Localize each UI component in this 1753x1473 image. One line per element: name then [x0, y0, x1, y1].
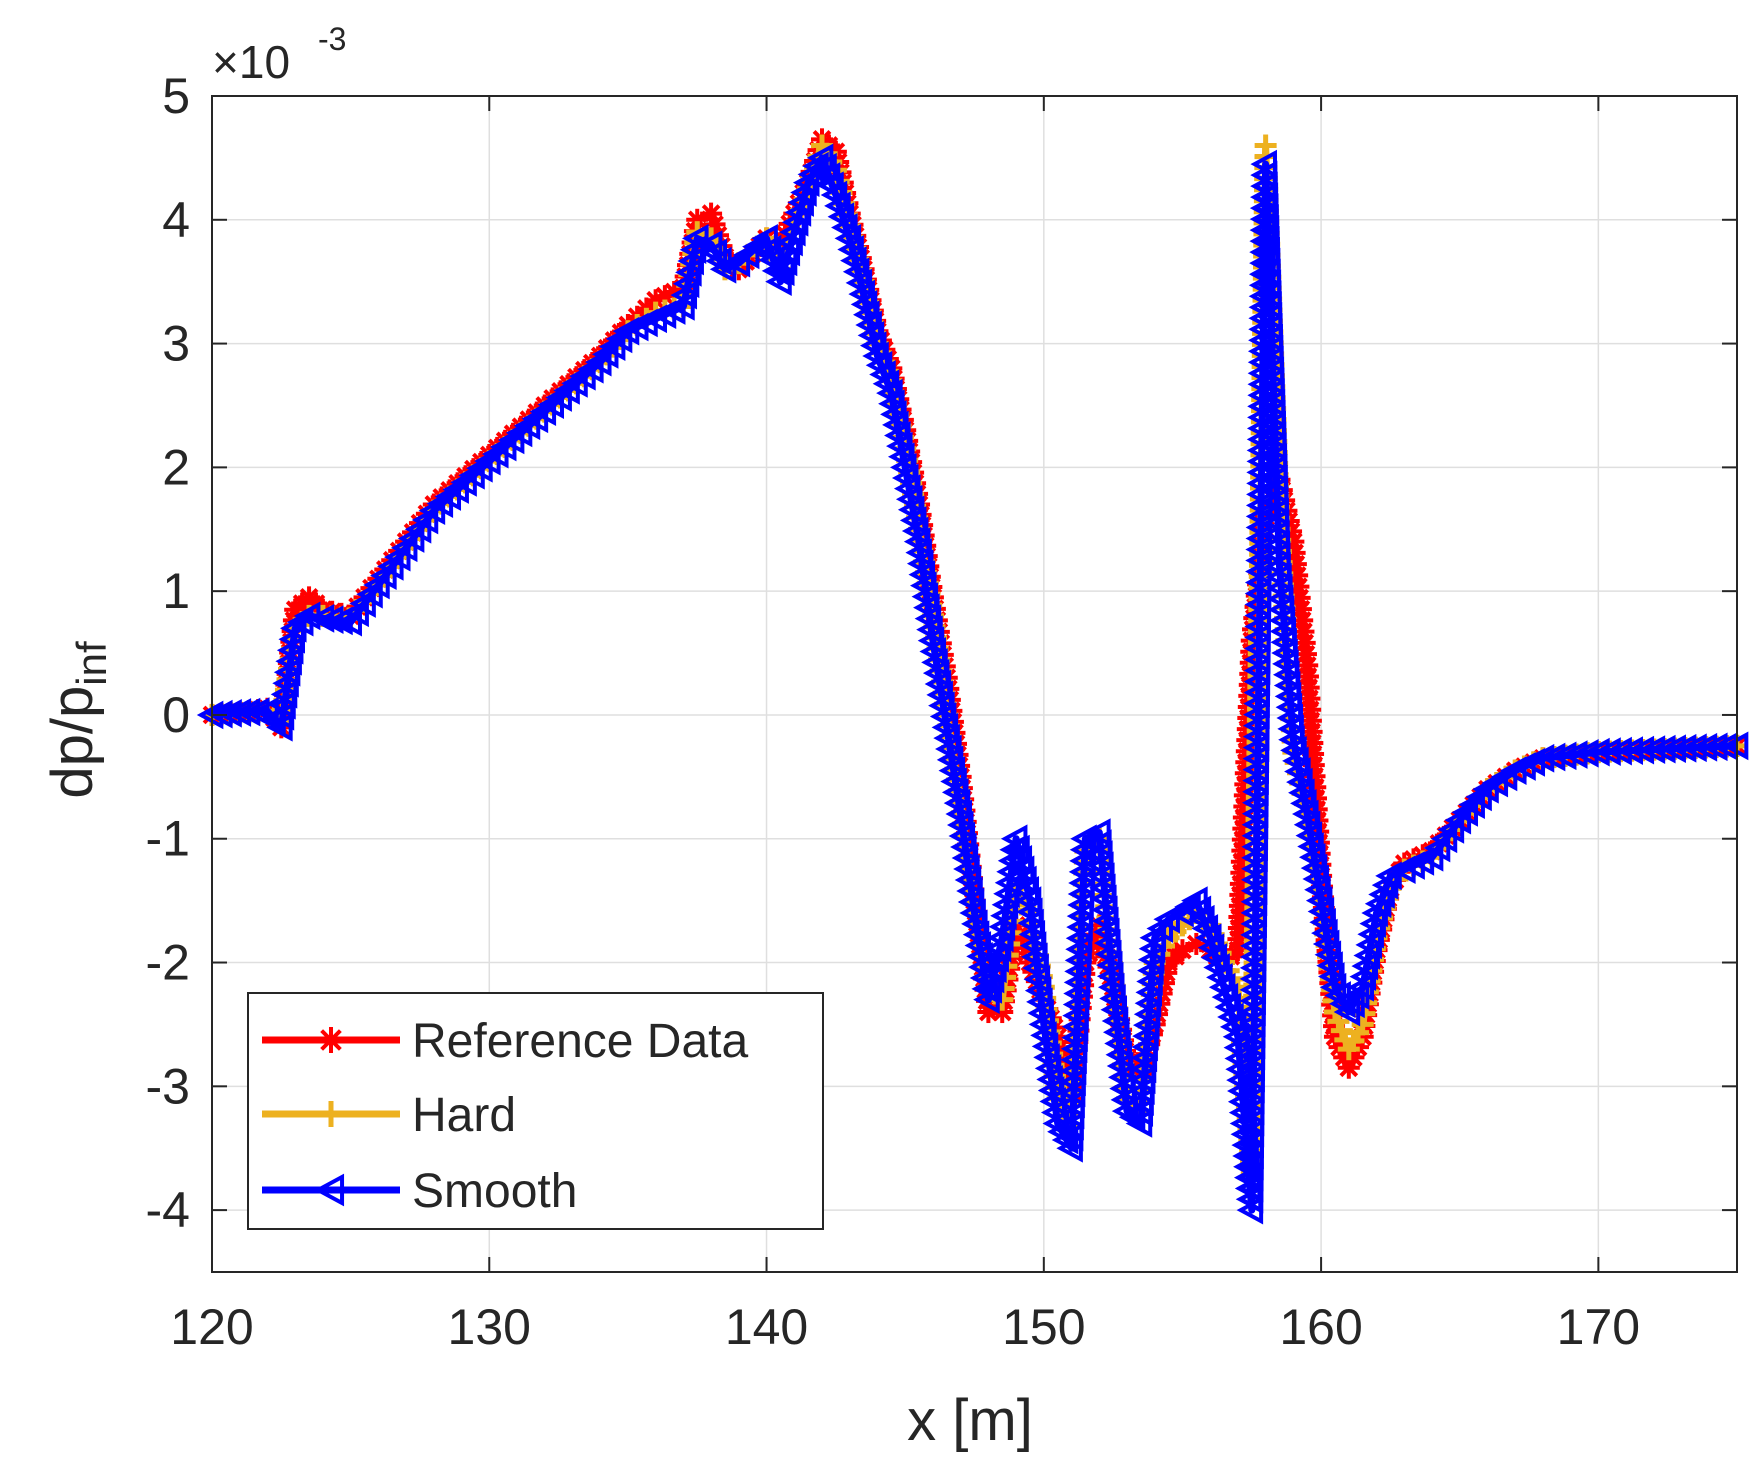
y-tick-label: 3	[162, 316, 190, 372]
y-tick-label: 0	[162, 687, 190, 743]
legend-marker-hard	[318, 1101, 344, 1127]
data-point	[1538, 742, 1566, 772]
legend-marker-smooth	[313, 1173, 345, 1207]
data-point	[243, 697, 270, 727]
y-tick-label: -1	[146, 811, 190, 867]
series-2	[196, 143, 1749, 1225]
y-tick-label: -4	[146, 1182, 190, 1238]
legend: Reference Data Hard Smooth	[247, 992, 824, 1230]
x-tick-label: 140	[725, 1299, 808, 1355]
legend-entry-smooth: Smooth	[262, 1165, 577, 1218]
legend-label-smooth: Smooth	[412, 1165, 577, 1218]
svg-text:dp/pinf: dp/pinf	[40, 641, 115, 799]
y-tick-label: 5	[162, 68, 190, 124]
y-tick-label: -2	[146, 935, 190, 991]
data-point	[1153, 904, 1180, 934]
x-tick-label: 150	[1002, 1299, 1085, 1355]
plot-frame	[211, 95, 1738, 1273]
legend-label-hard: Hard	[412, 1089, 516, 1142]
ticks	[211, 95, 1737, 1272]
y-multiplier-prefix: ×10	[212, 36, 290, 88]
x-tick-label: 130	[448, 1299, 531, 1355]
legend-label-reference: Reference Data	[412, 1015, 748, 1068]
series-markers-2	[196, 143, 1749, 1225]
x-axis-label: x [m]	[907, 1388, 1033, 1453]
y-tick-label: -3	[146, 1058, 190, 1114]
y-tick-label: 4	[162, 192, 190, 248]
data-point	[1711, 732, 1738, 761]
tick-labels: 120 130 140 150 160 170 -4 -3 -2 -1 0 1 2 3 4 5	[146, 68, 1641, 1355]
series-layer	[196, 128, 1749, 1225]
y-axis-label-main: dp/p	[40, 686, 105, 799]
data-point	[326, 606, 353, 636]
data-point	[709, 254, 737, 284]
legend-marker-glyph	[318, 1027, 344, 1053]
x-tick-label: 120	[170, 1299, 253, 1355]
y-axis-label: dp/pinf	[40, 641, 115, 799]
legend-marker-glyph	[318, 1101, 344, 1127]
data-point	[1375, 861, 1402, 891]
y-tick-label: 2	[162, 439, 190, 495]
legend-entry-reference: Reference Data	[262, 1015, 748, 1068]
legend-marker-reference	[318, 1027, 344, 1053]
data-point	[1527, 743, 1555, 773]
legend-entry-hard: Hard	[262, 1089, 516, 1142]
x-tick-label: 160	[1279, 1299, 1362, 1355]
x-tick-label: 170	[1557, 1299, 1640, 1355]
y-tick-label: 1	[162, 563, 190, 619]
y-multiplier-exponent: -3	[318, 21, 346, 57]
legend-marker-glyph	[313, 1173, 345, 1207]
y-axis-label-subscript: inf	[68, 641, 115, 686]
data-point	[682, 224, 709, 253]
data-point	[1549, 741, 1577, 771]
data-point	[1572, 738, 1599, 768]
data-point	[1560, 740, 1588, 769]
